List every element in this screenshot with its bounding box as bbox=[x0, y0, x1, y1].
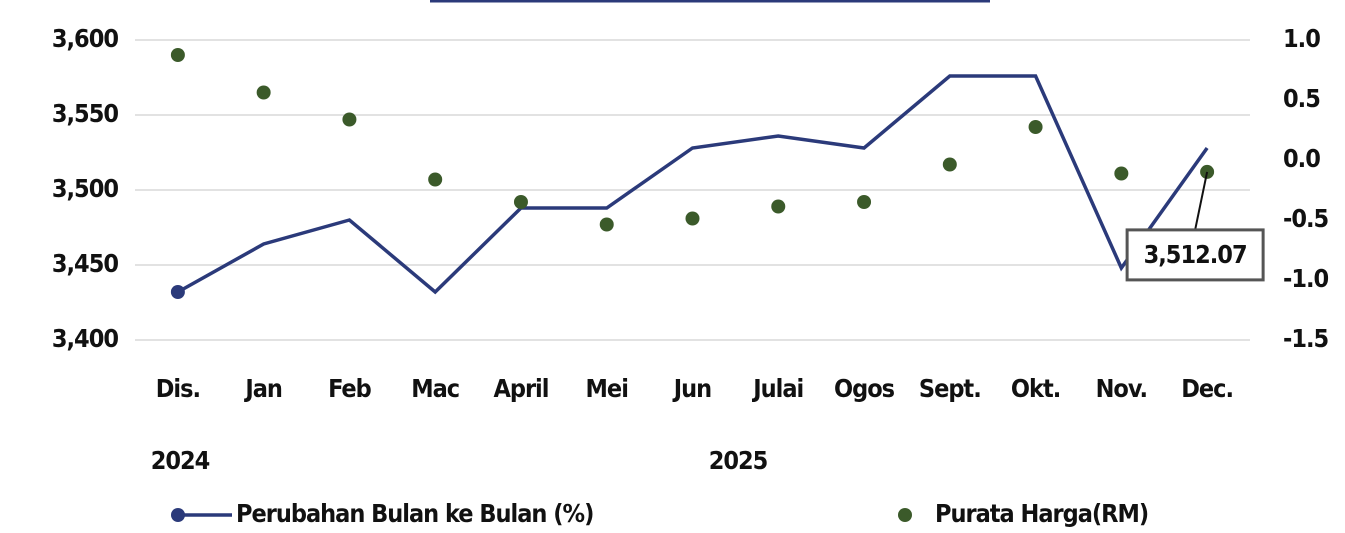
y2-tick-label: -1.5 bbox=[1283, 324, 1329, 353]
y-tick-label: 3,400 bbox=[52, 324, 118, 353]
y-tick-label: 3,600 bbox=[52, 24, 118, 53]
line-marker bbox=[171, 285, 185, 299]
legend-label: Perubahan Bulan ke Bulan (%) bbox=[236, 499, 593, 528]
dot bbox=[857, 195, 871, 209]
x-tick-label: Dis. bbox=[156, 374, 200, 403]
y-tick-label: 3,450 bbox=[52, 249, 118, 278]
x-tick-label: Dec. bbox=[1181, 374, 1233, 403]
chart: 3,400 3,450 3,500 3,550 3,600 -1.5 -1.0 -0.5 0.0… bbox=[0, 0, 1345, 533]
year-label: 2025 bbox=[709, 446, 768, 475]
dot bbox=[171, 48, 185, 62]
x-tick-label: Sept. bbox=[919, 374, 981, 403]
legend-swatch bbox=[171, 508, 185, 522]
leader-line bbox=[1195, 172, 1207, 230]
x-tick-label: Jun bbox=[672, 374, 711, 403]
x-tick-label: Mac bbox=[411, 374, 459, 403]
x-tick-label: Okt. bbox=[1011, 374, 1060, 403]
legend-label: Purata Harga(RM) bbox=[935, 499, 1148, 528]
x-tick-label: Julai bbox=[751, 374, 803, 403]
dot bbox=[771, 200, 785, 214]
value-label: 3,512.07 bbox=[1144, 240, 1247, 269]
dot bbox=[943, 158, 957, 172]
dot bbox=[257, 86, 271, 100]
x-tick-label: Feb bbox=[328, 374, 372, 403]
y2-tick-label: 0.0 bbox=[1283, 144, 1320, 173]
dot bbox=[686, 212, 700, 226]
x-tick-label: April bbox=[493, 374, 548, 403]
line-series bbox=[178, 76, 1207, 292]
y2-tick-label: -1.0 bbox=[1283, 264, 1329, 293]
x-tick-label: Nov. bbox=[1096, 374, 1147, 403]
y2-tick-label: 0.5 bbox=[1283, 84, 1320, 113]
year-label: 2024 bbox=[151, 446, 210, 475]
legend-swatch bbox=[898, 508, 912, 522]
y-tick-label: 3,550 bbox=[52, 99, 118, 128]
dot bbox=[342, 113, 356, 127]
y2-tick-label: -0.5 bbox=[1283, 204, 1329, 233]
y-tick-label: 3,500 bbox=[52, 174, 118, 203]
dot bbox=[428, 173, 442, 187]
dot bbox=[1114, 167, 1128, 181]
x-tick-label: Jan bbox=[243, 374, 282, 403]
y2-tick-label: 1.0 bbox=[1283, 24, 1320, 53]
x-tick-label: Ogos bbox=[834, 374, 895, 403]
dot bbox=[514, 195, 528, 209]
x-tick-label: Mei bbox=[586, 374, 628, 403]
dot bbox=[600, 218, 614, 232]
dot bbox=[1029, 120, 1043, 134]
